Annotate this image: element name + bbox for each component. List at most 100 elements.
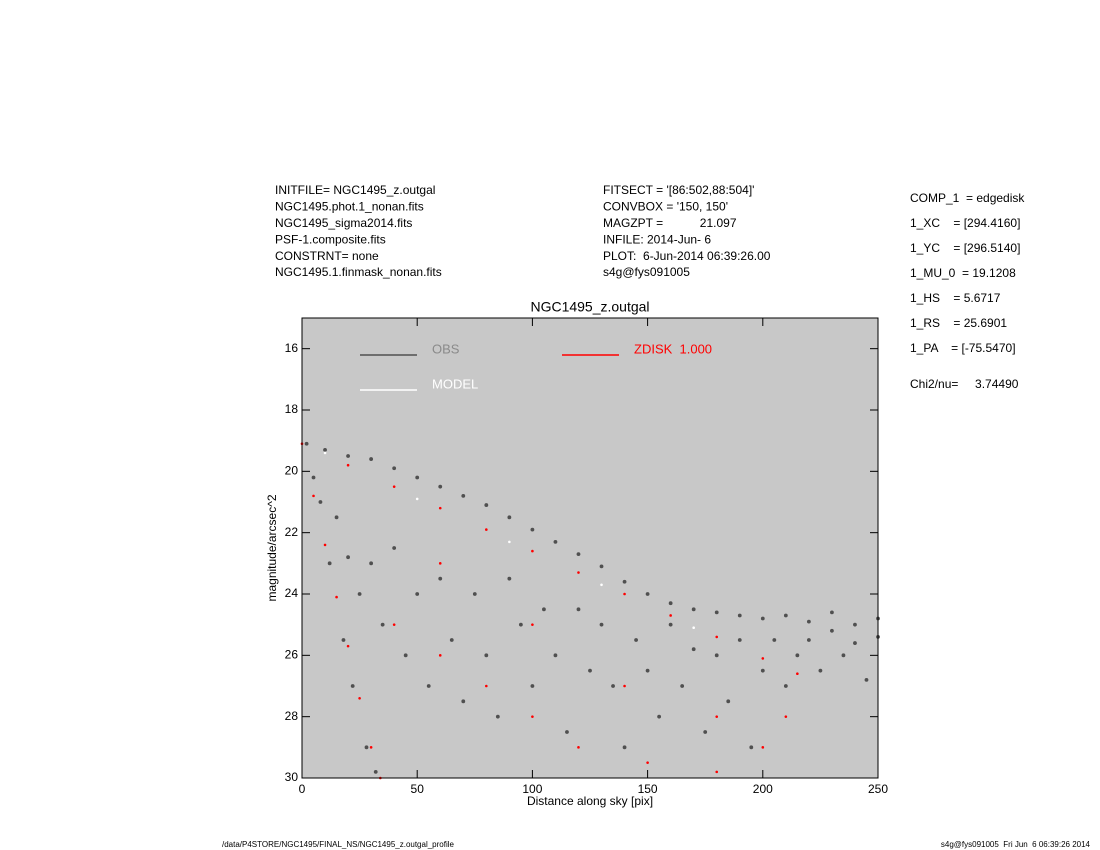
point: [760, 616, 765, 621]
point: [772, 638, 777, 642]
y-tick-label: 26: [285, 648, 299, 662]
point: [350, 684, 355, 688]
point: [415, 497, 419, 501]
header-middle-line: CONVBOX = '150, 150': [603, 200, 728, 214]
point: [806, 619, 811, 624]
point: [830, 610, 834, 615]
point: [864, 677, 869, 682]
point: [484, 503, 489, 507]
header-right-line: 1_PA = [-75.5470]: [910, 341, 1016, 355]
point: [472, 592, 477, 596]
point: [438, 506, 442, 510]
y-tick-label: 22: [285, 525, 299, 539]
legend-label: OBS: [432, 341, 460, 356]
point: [761, 657, 765, 660]
point: [553, 653, 558, 658]
point: [737, 613, 742, 618]
chart-title: NGC1495_z.outgal: [530, 299, 649, 315]
footer-path: /data/P4STORE/NGC1495/FINAL_NS/NGC1495_z…: [222, 840, 455, 849]
point: [346, 454, 350, 458]
point: [806, 638, 811, 642]
point: [623, 592, 626, 596]
plot-background: [302, 318, 878, 778]
point: [531, 623, 534, 626]
point: [576, 607, 581, 612]
point: [553, 539, 558, 544]
y-tick-label: 16: [285, 341, 299, 355]
point: [415, 592, 420, 596]
point: [691, 607, 696, 612]
point: [714, 653, 719, 658]
point: [622, 745, 627, 750]
point: [749, 745, 754, 750]
point: [668, 601, 673, 606]
legend-label: MODEL: [432, 376, 478, 391]
point: [841, 653, 846, 658]
x-tick-label: 250: [868, 782, 888, 796]
x-tick-label: 50: [411, 782, 425, 796]
header-left-line: PSF-1.composite.fits: [275, 232, 386, 246]
point: [645, 668, 650, 673]
point: [449, 638, 454, 642]
point: [703, 730, 708, 734]
point: [784, 715, 788, 718]
footer-stamp: s4g@fys091005 Fri Jun 6 06:39:26 2014: [941, 840, 1091, 849]
point: [327, 561, 332, 566]
point: [392, 485, 396, 488]
point: [634, 638, 638, 642]
point: [783, 613, 788, 618]
point: [323, 447, 327, 452]
point: [438, 576, 443, 581]
points: [300, 441, 880, 780]
point: [346, 463, 350, 467]
header-right-line: 1_MU_0 = 19.1208: [910, 266, 1016, 280]
point: [530, 527, 535, 532]
point: [577, 746, 580, 749]
point: [392, 546, 397, 550]
point: [622, 579, 627, 584]
header-middle-line: s4g@fys091005: [603, 265, 690, 279]
point: [438, 484, 443, 489]
header-middle-line: FITSECT = '[86:502,88:504]': [603, 183, 754, 197]
header-left-line: CONSTRNT= none: [275, 249, 379, 263]
point: [415, 475, 420, 480]
point: [599, 622, 604, 627]
header-middle-line: PLOT: 6-Jun-2014 06:39:26.00: [603, 249, 771, 263]
header-right-line: 1_XC = [294.4160]: [910, 216, 1020, 230]
point: [796, 672, 799, 676]
point: [657, 714, 662, 719]
point: [715, 770, 719, 774]
point: [323, 543, 327, 547]
point: [623, 684, 626, 688]
point: [438, 654, 442, 657]
point: [392, 466, 397, 471]
point: [495, 714, 500, 719]
point: [403, 653, 408, 658]
point: [508, 540, 511, 544]
point: [668, 622, 673, 627]
point: [335, 595, 338, 599]
point: [760, 668, 765, 673]
point: [373, 769, 378, 774]
point: [369, 746, 373, 749]
point: [341, 638, 346, 642]
point: [669, 614, 672, 617]
point: [304, 441, 309, 446]
point: [565, 730, 569, 734]
header-right-line: 1_RS = 25.6901: [910, 316, 1007, 330]
point: [680, 684, 685, 688]
point: [518, 622, 523, 627]
point: [588, 668, 592, 673]
point: [318, 500, 323, 504]
point: [346, 555, 350, 560]
point: [461, 493, 466, 498]
point: [485, 528, 488, 531]
chi-square: Chi2/nu= 3.74490: [910, 377, 1019, 391]
point: [364, 745, 369, 750]
point: [311, 475, 316, 480]
point: [542, 607, 546, 612]
header-right-line: 1_YC = [296.5140]: [910, 241, 1020, 255]
point: [380, 622, 385, 627]
point: [346, 644, 350, 648]
